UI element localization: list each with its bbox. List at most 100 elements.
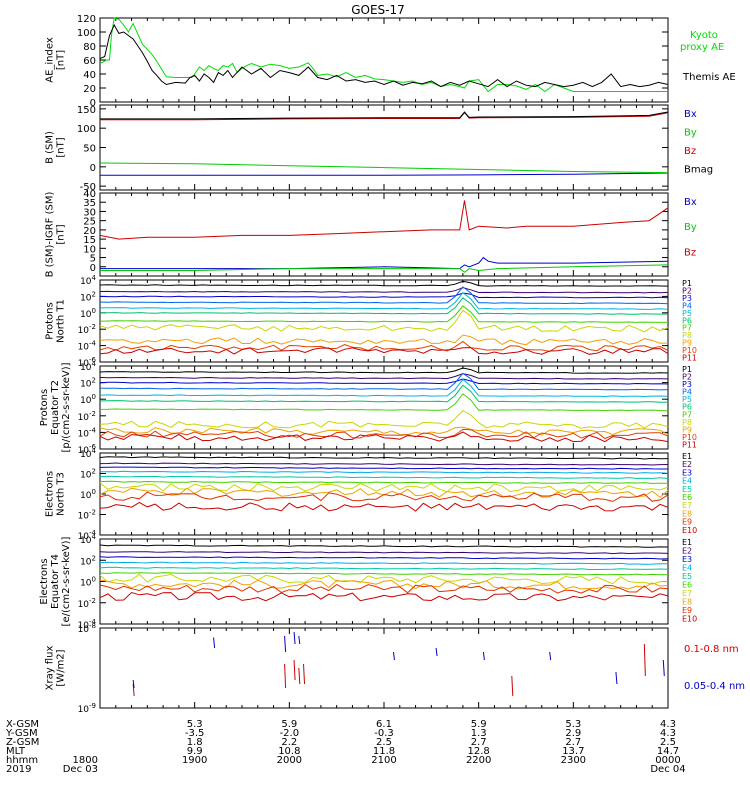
axis-row-value: 11.8 [373,746,395,757]
panel-protons_t2: 10-6 10-4 10-2 100 102 104 Protons Equator T2 [p… [39,360,697,456]
channel-line-p11 [99,347,669,355]
legend-p2: P2 [682,286,692,295]
y-axis-label: Equator T4 [50,554,61,609]
channel-line-p5 [99,292,669,310]
y-tick-label: 25 [83,217,96,228]
y-tick-label: 102 [80,554,96,567]
legend-p2: P2 [682,373,692,382]
xray-segment [132,679,135,689]
xray-segment [298,635,301,645]
legend-p11: P11 [682,440,697,449]
axis-row-value: 2.5 [376,737,392,748]
axis-row-label: X-GSM [6,719,39,730]
channel-line-p6 [99,384,669,403]
legend-p7: P7 [682,410,692,419]
y-tick-label: 10 [83,244,96,255]
xray-segment [435,647,438,657]
axis-row-label: Y-GSM [5,728,38,739]
y-axis-label: North T1 [56,299,67,343]
series-line-bz [99,200,669,240]
panel-frame [99,17,669,103]
channel-line-e2 [99,551,669,555]
channel-line-e2 [99,462,669,466]
axis-row-value: 5.3 [565,719,581,730]
y-tick-label: 100 [77,28,96,39]
y-tick-label: 0 [90,98,96,109]
legend-p4: P4 [682,388,692,397]
axis-row-value: 9.9 [187,746,203,757]
axis-row-value: 2.7 [471,737,487,748]
xray-segment [662,659,665,677]
axis-row-value: 6.1 [376,719,392,730]
legend-e7: E7 [682,589,692,598]
channel-line-e9 [99,583,669,594]
panel-protons_t1: 10-6 10-4 10-2 100 102 104 Protons North T1 P1P2… [45,274,698,369]
channel-line-p9 [99,334,669,346]
y-axis-label: Equator T2 [50,380,61,435]
y-tick-label: 20 [83,226,96,237]
legend-e6: E6 [682,493,692,502]
channel-line-p2 [99,287,669,294]
y-tick-label: 10-2 [78,597,96,610]
legend-e6: E6 [682,581,692,590]
legend-p4: P4 [682,301,692,310]
legend-bz: Bz [684,247,696,258]
panel-xray: 10-9 10-8 Xray flux [W/m2] 0.1-0.8 nm 0.05-0.… [45,622,746,715]
channel-line-p1 [99,367,669,374]
axis-row-value: 14.7 [657,746,679,757]
legend-p8: P8 [682,331,692,340]
xray-segment [482,651,485,661]
xray-segment [303,663,306,685]
series-line-themis-ae [99,23,669,88]
legend-bmag: Bmag [684,165,713,176]
channel-line-p7 [99,305,669,323]
channel-line-p7 [99,393,669,412]
legend-e5: E5 [682,485,692,494]
legend-bz: Bz [684,146,696,157]
channel-line-e6 [99,572,669,576]
y-tick-label: 100 [80,307,96,320]
y-tick-label: 120 [77,14,96,25]
y-tick-label: 35 [83,198,96,209]
y-tick-label: 10-4 [78,426,97,439]
legend-bx: Bx [684,197,697,208]
y-axis-label: [p/(cm2-s-sr-keV)] [61,362,72,452]
panel-bsm: -50 0 50 100 150 B (SM) [nT] Bx By Bz Bmag [45,104,713,193]
y-tick-label: 15 [83,235,96,246]
legend-p5: P5 [682,309,692,318]
legend-p8: P8 [682,418,692,427]
y-tick-label: 104 [80,360,96,373]
axis-row-value: 10.8 [278,746,300,757]
channel-line-p10 [99,340,669,352]
legend-p1: P1 [682,279,692,288]
legend-by: By [684,222,697,233]
axis-row-value: 2000 [277,755,302,766]
axis-row-value: 2.2 [281,737,297,748]
y-tick-label: 10-4 [78,529,97,542]
legend-p1: P1 [682,365,692,374]
channel-line-e5 [99,566,669,570]
legend-e5: E5 [682,572,692,581]
channel-line-p3 [99,292,669,299]
series-line-kyoto [99,17,668,93]
y-tick-label: 104 [80,447,96,460]
xray-segment [549,651,552,661]
axis-row-value: 1900 [182,755,207,766]
legend-e9: E9 [682,606,692,615]
legend-e10: E10 [682,526,697,535]
y-axis-label: [nT] [56,50,67,70]
legend-p10: P10 [682,433,697,442]
legend-e2: E2 [682,460,692,469]
y-tick-label: 102 [80,377,96,390]
legend-e4: E4 [682,564,692,573]
axis-row-value: 2300 [561,755,586,766]
legend-p9: P9 [682,339,692,348]
axis-row-value: 4.3 [660,728,676,739]
channel-line-p3 [99,378,669,385]
series-line-bx [100,172,669,176]
y-axis-label: Protons [45,302,56,339]
y-tick-label: 80 [83,42,96,53]
channel-line-p8 [99,309,669,333]
axis-row-value: 2.5 [660,737,676,748]
legend-e3: E3 [682,555,692,564]
